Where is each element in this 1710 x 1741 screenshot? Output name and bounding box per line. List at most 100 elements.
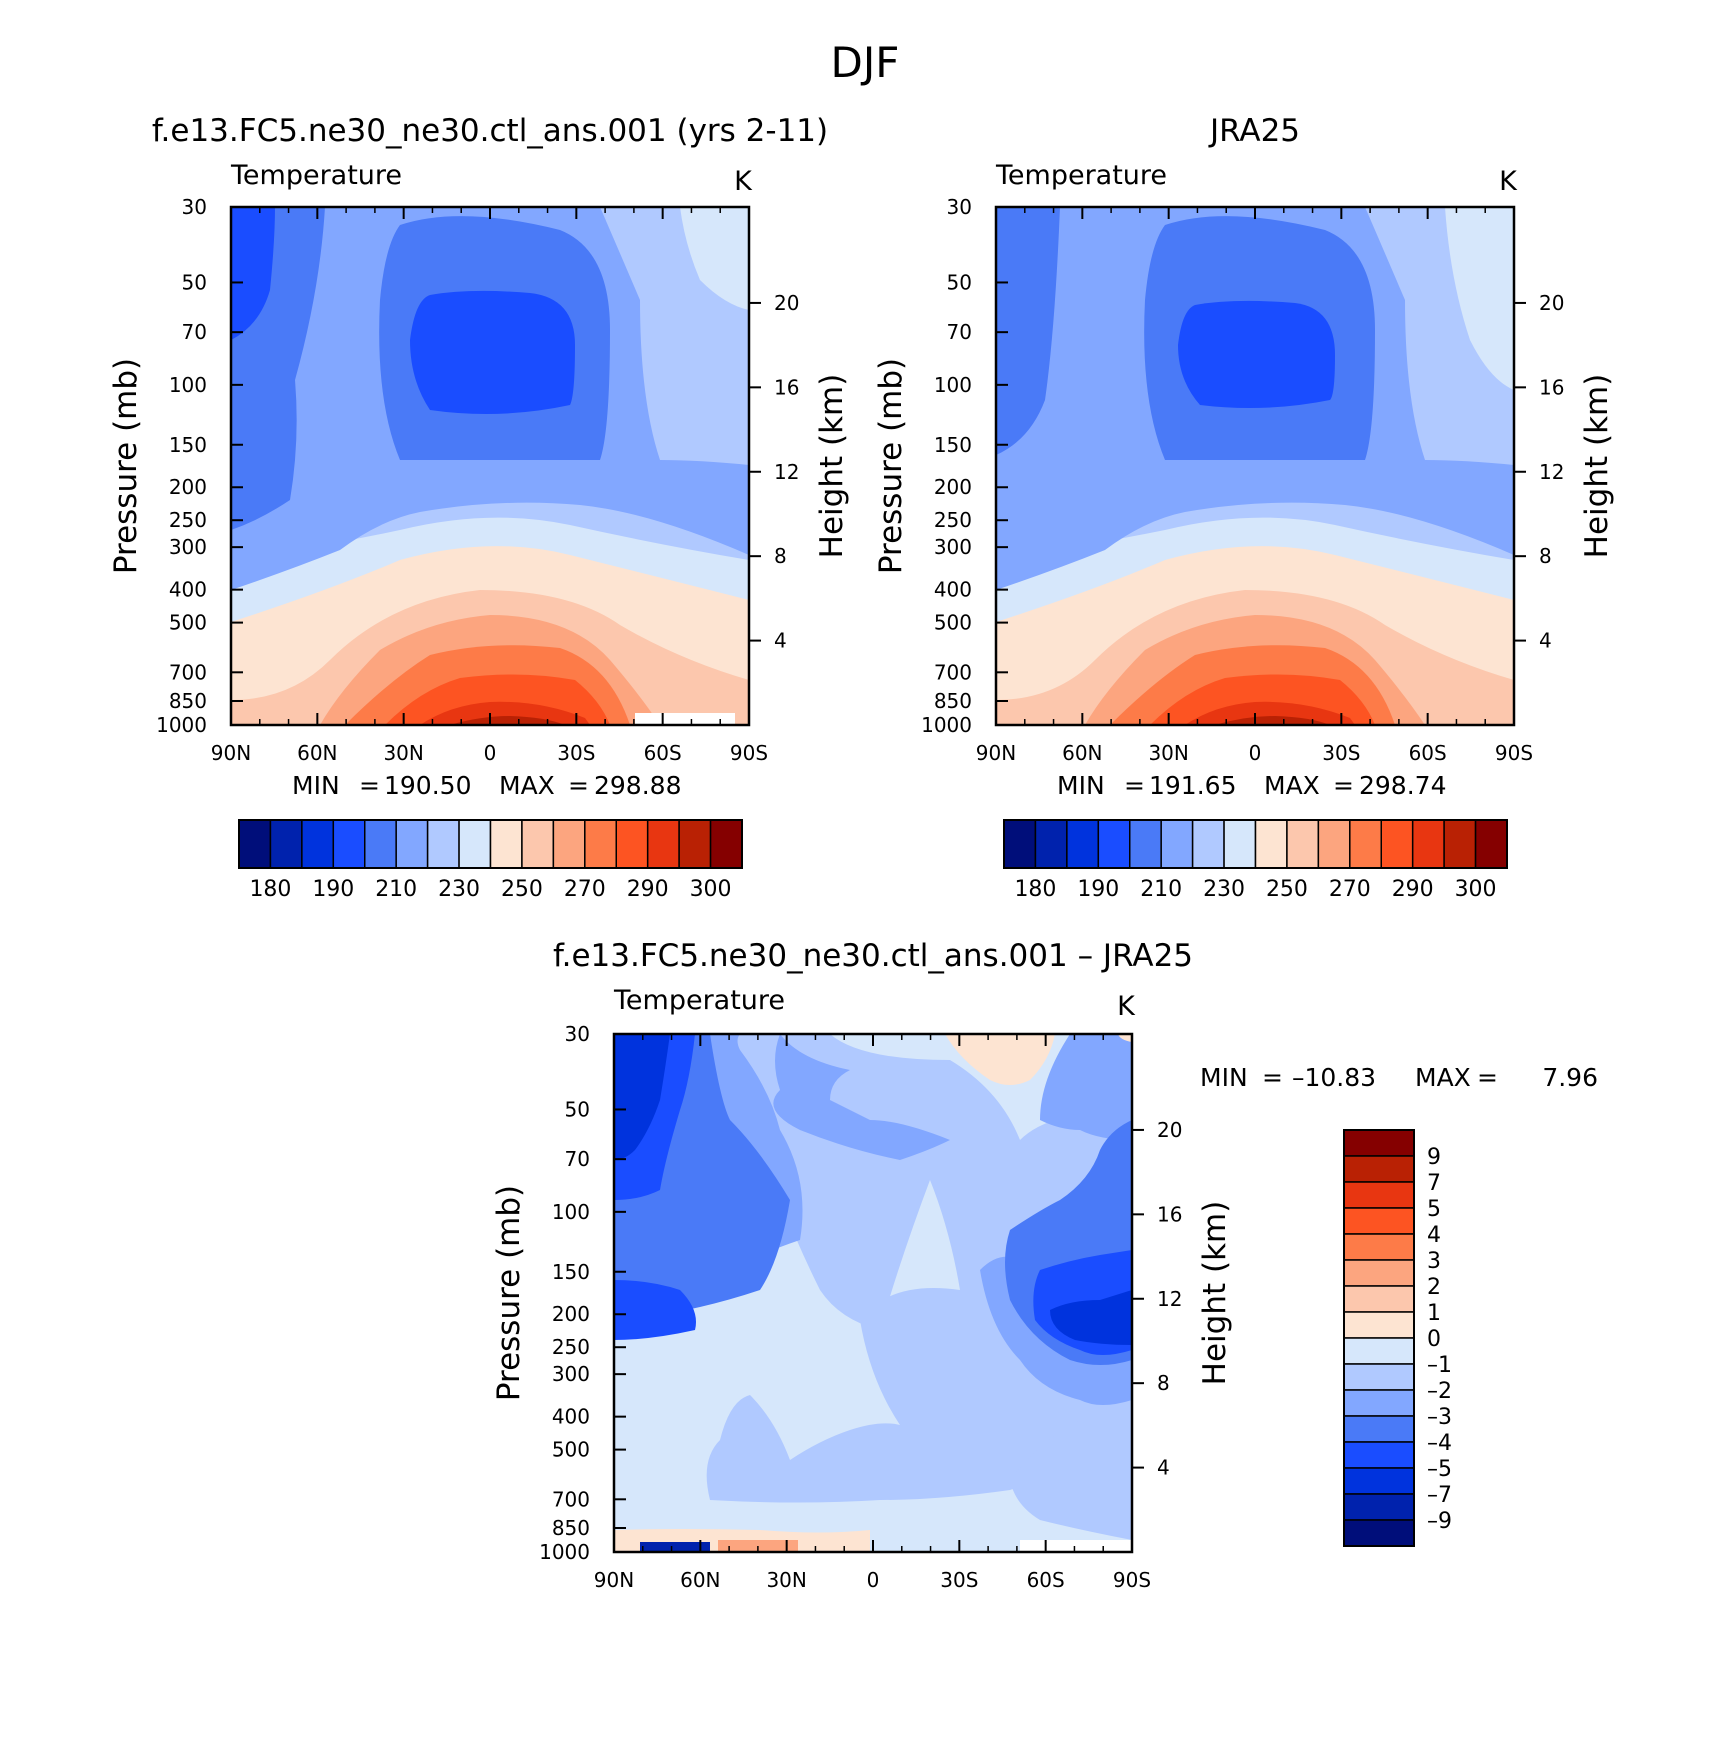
model-band-240-ne bbox=[680, 207, 749, 310]
y2-tick-label: 8 bbox=[1157, 1371, 1170, 1395]
colorbar-label: –7 bbox=[1427, 1483, 1452, 1508]
colorbar-swatch bbox=[1003, 819, 1037, 869]
colorbar-swatch bbox=[332, 819, 366, 869]
x-tick-label: 90N bbox=[594, 1568, 634, 1592]
colorbar-swatch bbox=[1411, 819, 1445, 869]
colorbar-swatch bbox=[1223, 819, 1257, 869]
panel-model-max-label: MAX bbox=[499, 771, 555, 800]
colorbar-label: 210 bbox=[1140, 877, 1182, 902]
colorbar-label: 290 bbox=[627, 877, 669, 902]
y-tick-label: 70 bbox=[947, 320, 972, 344]
panel-obs-min-label: MIN bbox=[1057, 771, 1105, 800]
panel-model-min-value: 190.50 bbox=[384, 771, 471, 800]
colorbar-swatch bbox=[1443, 819, 1477, 869]
colorbar-label: 300 bbox=[690, 877, 732, 902]
y-tick-label: 700 bbox=[934, 660, 972, 684]
y-tick-label: 400 bbox=[934, 578, 972, 602]
y2-tick-label: 4 bbox=[1539, 629, 1552, 653]
panel-model-subtitle: Temperature bbox=[230, 160, 402, 191]
colorbar-swatch bbox=[1343, 1467, 1415, 1495]
panel-diff-units: K bbox=[1117, 991, 1136, 1022]
y-tick-label: 700 bbox=[552, 1487, 590, 1511]
x-tick-label: 30S bbox=[1322, 741, 1360, 765]
x-tick-label: 30S bbox=[557, 741, 595, 765]
colorbar-swatch bbox=[584, 819, 617, 869]
colorbar-swatch bbox=[395, 819, 429, 869]
y-tick-label: 1000 bbox=[921, 713, 972, 737]
colorbar-label: 190 bbox=[1077, 877, 1119, 902]
panel-model-min-label: MIN bbox=[292, 771, 340, 800]
colorbar-swatch bbox=[1034, 819, 1068, 869]
colorbar-label: 290 bbox=[1392, 877, 1434, 902]
y-tick-label: 150 bbox=[552, 1260, 590, 1284]
x-tick-label: 60N bbox=[680, 1568, 720, 1592]
panel-model-eq2: = bbox=[568, 771, 589, 800]
colorbar-label: 3 bbox=[1427, 1249, 1441, 1274]
x-tick-label: 30N bbox=[1148, 741, 1188, 765]
colorbar-label: 190 bbox=[312, 877, 354, 902]
y-tick-label: 70 bbox=[565, 1147, 590, 1171]
colorbar-label: –2 bbox=[1427, 1379, 1452, 1404]
panel-obs-subtitle: Temperature bbox=[995, 160, 1167, 191]
colorbar-swatch bbox=[1343, 1155, 1415, 1183]
colorbar-swatch bbox=[458, 819, 492, 869]
colorbar-label: 1 bbox=[1427, 1301, 1441, 1326]
colorbar-label: –1 bbox=[1427, 1353, 1452, 1378]
y-tick-label: 200 bbox=[552, 1302, 590, 1326]
y-tick-label: 850 bbox=[934, 689, 972, 713]
panel-obs-contours bbox=[996, 207, 1514, 725]
x-tick-label: 90N bbox=[211, 741, 251, 765]
y-tick-label: 700 bbox=[169, 660, 207, 684]
y2-tick-label: 12 bbox=[774, 460, 799, 484]
y-tick-label: 150 bbox=[169, 433, 207, 457]
colorbar-label: –4 bbox=[1427, 1431, 1452, 1456]
panel-diff-eq1: = bbox=[1262, 1063, 1283, 1092]
colorbar-swatch bbox=[1343, 1181, 1415, 1209]
colorbar-label: 210 bbox=[375, 877, 417, 902]
diff-band-m9-sfc bbox=[640, 1542, 710, 1552]
colorbar-swatch bbox=[1343, 1207, 1415, 1235]
colorbar-swatch bbox=[1343, 1389, 1415, 1417]
diff-band-m7 bbox=[614, 1034, 1132, 1345]
colorbar-swatch bbox=[678, 819, 712, 869]
colorbar-swatch bbox=[1160, 819, 1194, 869]
colorbar-swatch bbox=[1343, 1363, 1415, 1391]
panel-diff-stats: MIN = –10.83 MAX = 7.96 bbox=[1200, 1063, 1598, 1092]
panel-obs-stats: MIN = 191.65 MAX = 298.74 bbox=[1057, 771, 1446, 800]
y-tick-label: 1000 bbox=[156, 713, 207, 737]
y-tick-label: 200 bbox=[169, 475, 207, 499]
y-tick-label: 30 bbox=[947, 195, 972, 219]
y2-tick-label: 20 bbox=[1539, 291, 1564, 315]
y-tick-label: 300 bbox=[934, 535, 972, 559]
y2-tick-label: 20 bbox=[774, 291, 799, 315]
colorbar-label: 270 bbox=[564, 877, 606, 902]
colorbar-swatch bbox=[301, 819, 335, 869]
colorbar-frame bbox=[1003, 819, 1508, 869]
diff-missing-gap bbox=[1020, 1540, 1132, 1552]
colorbar-swatch bbox=[646, 819, 680, 869]
x-tick-label: 60N bbox=[297, 741, 337, 765]
colorbar-label: –9 bbox=[1427, 1509, 1452, 1534]
panel-diff-max-value: 7.96 bbox=[1542, 1063, 1598, 1092]
colorbar-swatch bbox=[552, 819, 586, 869]
x-tick-label: 30N bbox=[383, 741, 423, 765]
colorbar-swatch bbox=[1129, 819, 1162, 869]
model-band-300 bbox=[450, 716, 565, 725]
colorbar-swatch bbox=[1343, 1493, 1415, 1521]
diff-band-m2-south bbox=[1010, 1420, 1132, 1540]
colorbar-swatch bbox=[1343, 1441, 1415, 1469]
panel-obs-y2label: Height (km) bbox=[1579, 374, 1615, 559]
colorbar-label: 300 bbox=[1455, 877, 1497, 902]
panel-model-y2label: Height (km) bbox=[814, 374, 850, 559]
panel-model-stats: MIN = 190.50 MAX = 298.88 bbox=[292, 771, 681, 800]
colorbar-label: 2 bbox=[1427, 1275, 1441, 1300]
colorbar-swatch bbox=[709, 819, 743, 869]
colorbar-label: 250 bbox=[501, 877, 543, 902]
x-tick-label: 0 bbox=[484, 741, 497, 765]
x-tick-label: 60S bbox=[644, 741, 682, 765]
colorbar-swatch bbox=[1343, 1129, 1415, 1157]
model-missing-gap bbox=[635, 713, 735, 725]
colorbar-label: 7 bbox=[1427, 1171, 1441, 1196]
panel-model: f.e13.FC5.ne30_ne30.ctl_ans.001 (yrs 2-1… bbox=[108, 113, 850, 902]
colorbar-label: –3 bbox=[1427, 1405, 1452, 1430]
